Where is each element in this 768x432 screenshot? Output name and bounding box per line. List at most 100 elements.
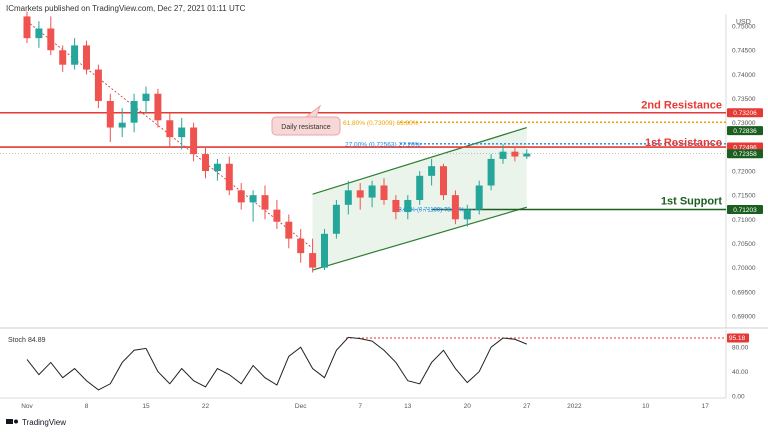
candle-body <box>166 120 174 138</box>
price-tick-label: 0.71000 <box>732 217 756 224</box>
candle-body <box>499 151 507 159</box>
candle-body <box>142 93 150 101</box>
price-badge-text: 0.71203 <box>733 207 757 214</box>
candle-body <box>368 185 376 198</box>
time-tick-label: 7 <box>358 403 362 410</box>
time-tick-label: 15 <box>142 403 150 410</box>
price-badge: 0.72836 <box>727 126 763 136</box>
time-axis: Nov 8 15 22 Dec 7 13 20 27 2022 10 17 <box>21 403 709 410</box>
footer-brand: TradingView <box>22 418 66 427</box>
candle-body <box>487 158 495 186</box>
candle <box>190 122 198 162</box>
candle-body <box>202 154 209 171</box>
time-tick-label: Nov <box>21 403 33 410</box>
price-tick-label: 0.73000 <box>732 120 756 127</box>
published-text: ICmarkets published on TradingView.com, … <box>6 4 246 13</box>
candle-body <box>225 163 233 191</box>
candle-body <box>428 166 436 176</box>
candle-body <box>344 190 352 205</box>
candle <box>154 88 162 128</box>
candle-body <box>273 209 281 222</box>
candle <box>487 154 495 191</box>
candle-body <box>356 190 364 198</box>
price-badge-bg <box>727 126 763 136</box>
candle-body <box>475 185 483 210</box>
price-tick-label: 0.72000 <box>732 169 756 176</box>
candle-body <box>59 50 67 65</box>
candle <box>499 144 507 164</box>
candle-body <box>190 127 198 155</box>
fib-lower-label: 27.00% (0.72563) 27.20% <box>345 141 421 148</box>
candle <box>523 149 531 159</box>
price-badge-text: 0.72836 <box>733 128 757 135</box>
time-tick-label: 27 <box>523 403 531 410</box>
candle <box>285 214 293 249</box>
stoch-line <box>26 336 527 391</box>
price-badge-bg <box>727 149 763 159</box>
tradingview-logo <box>6 419 18 424</box>
time-tick-label: 2022 <box>567 403 582 410</box>
price-badge-text: 0.73206 <box>733 110 757 117</box>
price-badge: 0.71203 <box>727 205 763 215</box>
candle-body <box>332 204 340 234</box>
candle <box>332 199 340 239</box>
candle-body <box>416 175 424 200</box>
candle <box>451 190 459 225</box>
candle <box>47 16 55 56</box>
candle-body <box>511 151 519 157</box>
time-tick-label: Dec <box>295 403 307 410</box>
candle <box>440 163 447 200</box>
candle-body <box>261 195 269 210</box>
price-badge: 0.72358 <box>727 149 763 159</box>
stoch-tick-label: 0.00 <box>732 394 745 401</box>
stoch-badge: 95.18 <box>727 333 749 343</box>
candle-body <box>463 209 471 220</box>
candle <box>94 64 102 109</box>
price-tick-label: 0.70500 <box>732 241 756 248</box>
candle-body <box>404 199 412 213</box>
candle-body <box>321 233 328 268</box>
candle-body <box>23 16 31 39</box>
candle <box>309 238 317 273</box>
price-tick-label: 0.69500 <box>732 289 756 296</box>
candle-body <box>130 100 138 123</box>
candle-body <box>118 122 126 128</box>
candle <box>261 185 269 220</box>
candle <box>142 86 150 114</box>
candle <box>59 45 67 72</box>
candle <box>130 93 138 133</box>
channel-lower-line[interactable] <box>312 206 527 271</box>
time-tick-label: 8 <box>85 403 89 410</box>
stoch-tick-label: 40.00 <box>732 369 749 376</box>
candle-body <box>213 163 221 171</box>
candle-body <box>35 28 43 39</box>
candle <box>392 195 400 220</box>
price-badge-text: 0.72496 <box>733 144 757 151</box>
stoch-tick-label: 80.00 <box>732 345 749 352</box>
time-tick-label: 17 <box>702 403 710 410</box>
price-badge: 0.73206 <box>727 108 763 118</box>
candle-body <box>71 45 79 65</box>
time-tick-label: 20 <box>464 403 472 410</box>
time-tick-label: 13 <box>404 403 412 410</box>
price-badge-text: 0.72358 <box>733 151 757 158</box>
daily-resistance-callout[interactable]: Daily resistance <box>271 104 341 136</box>
price-tick-label: 0.74000 <box>732 72 756 79</box>
candle <box>321 228 328 271</box>
candle <box>249 190 257 222</box>
time-tick-label: 22 <box>202 403 210 410</box>
candle-body <box>285 221 293 239</box>
price-tick-label: 0.71500 <box>732 193 756 200</box>
first-resistance-label: 1st Resistance <box>645 137 722 149</box>
candle <box>416 171 424 205</box>
candle <box>297 228 305 263</box>
candle <box>475 180 483 215</box>
price-tick-label: 0.70000 <box>732 265 756 272</box>
candle-body <box>106 100 114 128</box>
candle <box>463 204 471 227</box>
candle <box>35 21 43 48</box>
candle <box>237 183 245 210</box>
stoch-value: 84.89 <box>28 337 46 344</box>
candle <box>356 183 364 210</box>
